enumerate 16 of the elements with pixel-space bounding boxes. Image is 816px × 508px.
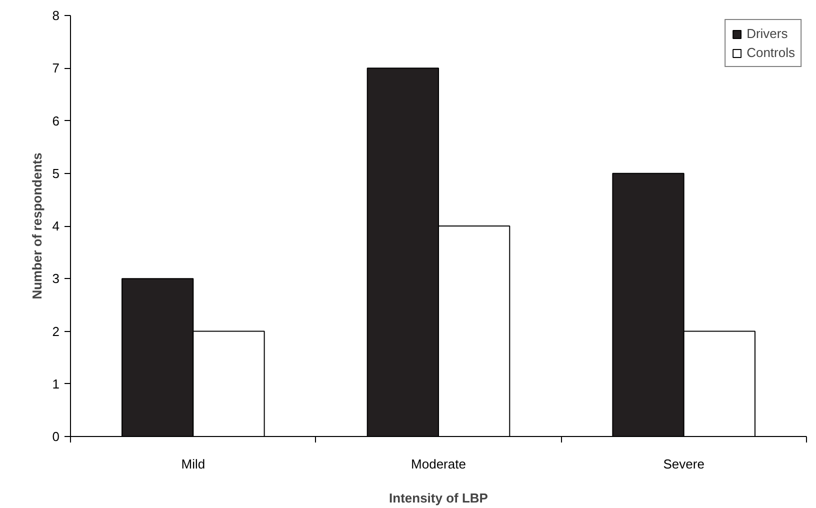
y-axis-title: Number of respondents — [29, 152, 44, 300]
y-tick-label: 3 — [52, 271, 60, 286]
y-tick-label: 7 — [52, 60, 60, 76]
x-tick-label: Severe — [663, 456, 704, 472]
y-tick-label: 1 — [52, 376, 60, 392]
y-tick-label: 6 — [52, 113, 60, 128]
legend-label: Drivers — [746, 26, 788, 41]
x-tick-label: Mild — [181, 456, 206, 472]
x-tick-label: Moderate — [411, 456, 466, 472]
y-tick-label: 8 — [52, 8, 60, 23]
y-tick-label: 4 — [52, 218, 60, 234]
legend-label: Controls — [746, 45, 795, 60]
y-tick-label: 5 — [52, 166, 60, 181]
y-tick-label: 2 — [52, 324, 60, 339]
x-axis-title: Intensity of LBP — [389, 490, 488, 506]
y-tick-label: 0 — [52, 429, 60, 444]
